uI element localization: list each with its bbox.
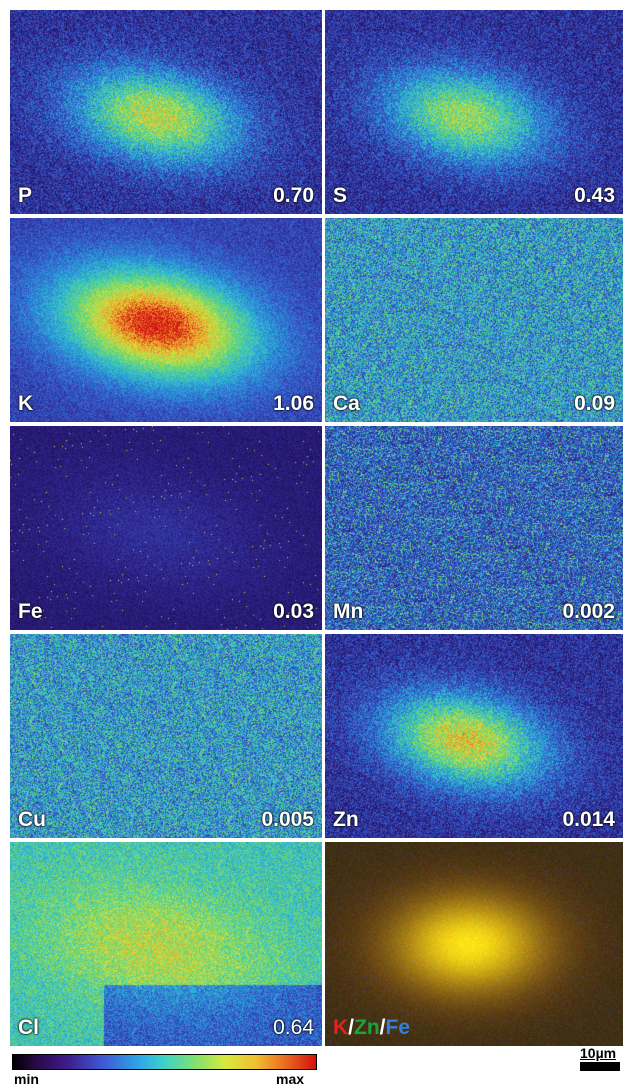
- rgb-legend: K/Zn/Fe: [333, 1016, 410, 1040]
- scalebar: [580, 1062, 620, 1071]
- panel-s: S 0.43: [325, 10, 623, 214]
- max-value-cu: 0.005: [261, 808, 314, 831]
- max-value-k: 1.06: [273, 392, 314, 415]
- element-label-k: K: [18, 392, 34, 415]
- element-label-p: P: [18, 184, 33, 207]
- max-value-s: 0.43: [574, 184, 615, 207]
- map-zn: [325, 634, 623, 838]
- panel-rgb-overlay: K/Zn/Fe: [325, 842, 623, 1046]
- rgb-legend-sep-1: /: [348, 1016, 355, 1039]
- panel-cl: Cl 0.64: [10, 842, 322, 1046]
- scalebar-label: 10µm: [580, 1045, 617, 1061]
- map-rgb-overlay: [325, 842, 623, 1046]
- max-value-cl: 0.64: [273, 1016, 314, 1039]
- max-value-ca: 0.09: [574, 392, 615, 415]
- map-s: [325, 10, 623, 214]
- element-label-zn: Zn: [333, 808, 359, 831]
- max-value-zn: 0.014: [562, 808, 615, 831]
- map-cl: [10, 842, 322, 1046]
- element-label-fe: Fe: [18, 600, 43, 623]
- element-label-cl: Cl: [18, 1016, 39, 1039]
- panel-zn: Zn 0.014: [325, 634, 623, 838]
- panel-k: K 1.06: [10, 218, 322, 422]
- map-k: [10, 218, 322, 422]
- max-value-mn: 0.002: [562, 600, 615, 623]
- map-ca: [325, 218, 623, 422]
- rgb-legend-fe: Fe: [385, 1016, 411, 1039]
- rgb-legend-sep-2: /: [379, 1016, 386, 1039]
- colorbar-max-label: max: [276, 1071, 305, 1087]
- panel-ca: Ca 0.09: [325, 218, 623, 422]
- element-label-cu: Cu: [18, 808, 46, 831]
- panel-p: P 0.70: [10, 10, 322, 214]
- colorbar: [12, 1054, 317, 1070]
- panel-fe: Fe 0.03: [10, 426, 322, 630]
- rgb-legend-k: K: [333, 1016, 349, 1039]
- map-fe: [10, 426, 322, 630]
- element-label-mn: Mn: [333, 600, 364, 623]
- map-p: [10, 10, 322, 214]
- panel-cu: Cu 0.005: [10, 634, 322, 838]
- panel-mn: Mn 0.002: [325, 426, 623, 630]
- rgb-legend-zn: Zn: [354, 1016, 380, 1039]
- map-mn: [325, 426, 623, 630]
- element-label-s: S: [333, 184, 348, 207]
- map-cu: [10, 634, 322, 838]
- element-label-ca: Ca: [333, 392, 360, 415]
- colorbar-min-label: min: [14, 1071, 39, 1087]
- max-value-fe: 0.03: [273, 600, 314, 623]
- max-value-p: 0.70: [273, 184, 314, 207]
